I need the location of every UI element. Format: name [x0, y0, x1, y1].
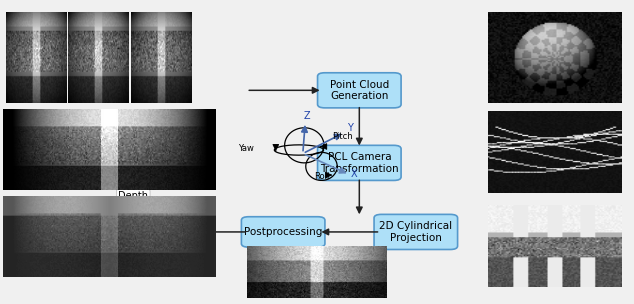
FancyBboxPatch shape: [318, 73, 401, 108]
Text: Inputs: Inputs: [148, 45, 178, 55]
Text: Roll: Roll: [314, 172, 329, 181]
Text: X: X: [351, 169, 358, 179]
Text: PCL Camera
Transformation: PCL Camera Transformation: [320, 152, 399, 174]
Text: IR: IR: [129, 122, 138, 132]
Text: Pitch: Pitch: [332, 132, 353, 141]
FancyBboxPatch shape: [242, 217, 325, 247]
FancyBboxPatch shape: [318, 145, 401, 181]
Text: Postprocessing: Postprocessing: [244, 227, 322, 237]
Text: Y: Y: [347, 123, 353, 133]
Text: Point Cloud
Generation: Point Cloud Generation: [330, 80, 389, 101]
Text: Depth: Depth: [119, 191, 148, 201]
Text: Yaw: Yaw: [238, 144, 254, 153]
Text: 2D Cylindrical
Projection: 2D Cylindrical Projection: [379, 221, 453, 243]
Text: Z: Z: [304, 111, 310, 121]
FancyBboxPatch shape: [374, 214, 458, 250]
